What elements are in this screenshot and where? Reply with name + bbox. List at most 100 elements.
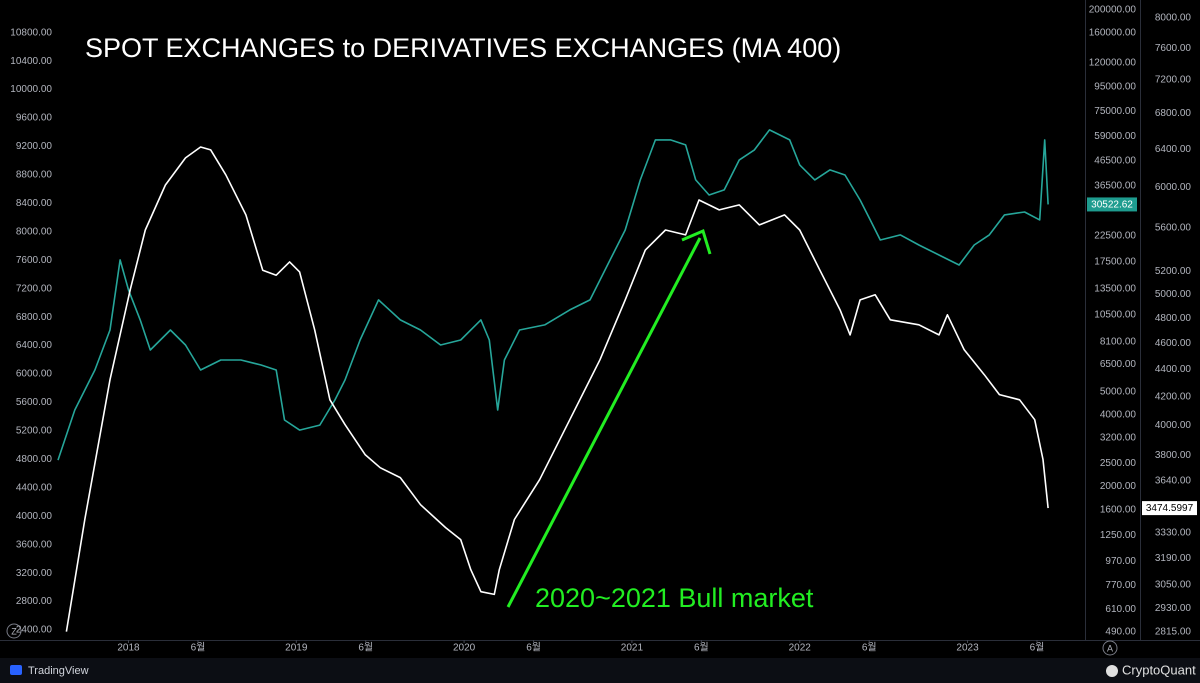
y-tick-label: 4000.00 (1155, 420, 1192, 431)
price-badge-label: 3474.5997 (1146, 503, 1194, 514)
y-tick-label: 200000.00 (1089, 5, 1137, 16)
y-tick-label: 13500.00 (1094, 284, 1136, 295)
y-tick-label: 7600.00 (1155, 43, 1192, 54)
y-tick-label: 3200.00 (16, 568, 53, 579)
x-tick-label: 2020 (453, 643, 476, 654)
y-tick-label: 36500.00 (1094, 181, 1136, 192)
y-tick-label: 59000.00 (1094, 131, 1136, 142)
y-tick-label: 1250.00 (1100, 530, 1137, 541)
y-tick-label: 6000.00 (16, 369, 53, 380)
y-tick-label: 8100.00 (1100, 336, 1137, 347)
y-tick-label: 6500.00 (1100, 359, 1137, 370)
brand: CryptoQuant (1122, 662, 1196, 677)
y-tick-label: 2930.00 (1155, 603, 1192, 614)
y-tick-label: 75000.00 (1094, 106, 1136, 117)
y-tick-label: 3200.00 (1100, 433, 1137, 444)
y-tick-label: 10400.00 (10, 56, 52, 67)
y-tick-label: 3800.00 (1155, 450, 1192, 461)
brand: TradingView (28, 665, 89, 677)
series-line (65, 146, 1049, 632)
y-tick-label: 10800.00 (10, 27, 52, 38)
footer-bar (0, 658, 1200, 683)
price-badge-label: 30522.62 (1091, 200, 1133, 211)
y-tick-label: 17500.00 (1094, 257, 1136, 268)
y-tick-label: 1600.00 (1100, 504, 1137, 515)
y-tick-label: 2000.00 (1100, 481, 1137, 492)
y-tick-label: 120000.00 (1089, 57, 1137, 68)
y-tick-label: 10500.00 (1094, 310, 1136, 321)
y-tick-label: 3330.00 (1155, 528, 1192, 539)
x-tick-label: 2019 (285, 643, 308, 654)
x-tick-label: 2021 (621, 643, 644, 654)
series-line (57, 129, 1049, 461)
x-tick-label: 2018 (117, 643, 140, 654)
y-tick-label: 6800.00 (16, 312, 53, 323)
y-tick-label: 3190.00 (1155, 553, 1192, 564)
y-tick-label: 5000.00 (1155, 289, 1192, 300)
y-tick-label: 4000.00 (1100, 409, 1137, 420)
y-tick-label: 490.00 (1105, 627, 1136, 638)
arrow (506, 237, 702, 608)
y-tick-label: 970.00 (1105, 556, 1136, 567)
brand-icon (10, 665, 22, 675)
y-tick-label: 4400.00 (16, 482, 53, 493)
y-tick-label: 4200.00 (1155, 391, 1192, 402)
x-tick-label: 6월 (526, 642, 541, 654)
y-tick-label: 4000.00 (16, 511, 53, 522)
y-tick-label: 7200.00 (1155, 75, 1192, 86)
y-tick-label: 22500.00 (1094, 231, 1136, 242)
y-tick-label: 4800.00 (16, 454, 53, 465)
button[interactable] (6, 623, 22, 639)
button[interactable] (1102, 640, 1118, 656)
y-tick-label: 8400.00 (16, 198, 53, 209)
brand-icon (1106, 665, 1118, 677)
y-tick-label: 4800.00 (1155, 313, 1192, 324)
y-tick-label: 7600.00 (16, 255, 53, 266)
y-tick-label: 46500.00 (1094, 156, 1136, 167)
y-tick-label: 10000.00 (10, 84, 52, 95)
y-tick-label: 4600.00 (1155, 338, 1192, 349)
price-badge (1087, 197, 1137, 212)
y-tick-label: 95000.00 (1094, 82, 1136, 93)
y-tick-label: 160000.00 (1089, 28, 1137, 39)
y-tick-label: 9600.00 (16, 113, 53, 124)
y-tick-label: 8800.00 (16, 170, 53, 181)
y-tick-label: 5600.00 (1155, 222, 1192, 233)
price-badge (1142, 501, 1197, 516)
y-tick-label: 8000.00 (16, 226, 53, 237)
y-tick-label: 5200.00 (1155, 266, 1192, 277)
x-tick-label: 6월 (358, 642, 373, 654)
y-tick-label: 2800.00 (16, 596, 53, 607)
y-tick-label: 610.00 (1105, 604, 1136, 615)
y-tick-label: 7200.00 (16, 283, 53, 294)
x-tick-label: 2023 (956, 643, 979, 654)
y-tick-label: 2815.00 (1155, 626, 1192, 637)
y-tick-label: 3050.00 (1155, 579, 1192, 590)
y-tick-label: 5000.00 (1100, 386, 1137, 397)
y-tick-label: 2400.00 (16, 625, 53, 636)
y-tick-label: 6400.00 (1155, 144, 1192, 155)
y-tick-label: 3640.00 (1155, 475, 1192, 486)
x-tick-label: 2022 (789, 643, 812, 654)
y-tick-label: 6400.00 (16, 340, 53, 351)
y-tick-label: 8000.00 (1155, 13, 1192, 24)
y-tick-label: 9200.00 (16, 141, 53, 152)
button-label[interactable]: A (1107, 643, 1113, 653)
x-tick-label: 6월 (1030, 642, 1045, 654)
x-tick-label: 6월 (862, 642, 877, 654)
y-tick-label: 5600.00 (16, 397, 53, 408)
arrow-head (681, 228, 712, 255)
chart-title: SPOT EXCHANGES to DERIVATIVES EXCHANGES … (85, 33, 841, 63)
button-label[interactable]: Z (11, 626, 17, 636)
x-tick-label: 6월 (191, 642, 206, 654)
annotation: 2020~2021 Bull market (535, 583, 814, 613)
y-tick-label: 770.00 (1105, 580, 1136, 591)
y-tick-label: 6000.00 (1155, 182, 1192, 193)
y-tick-label: 3600.00 (16, 539, 53, 550)
y-tick-label: 6800.00 (1155, 108, 1192, 119)
y-tick-label: 2500.00 (1100, 458, 1137, 469)
y-tick-label: 5200.00 (16, 426, 53, 437)
